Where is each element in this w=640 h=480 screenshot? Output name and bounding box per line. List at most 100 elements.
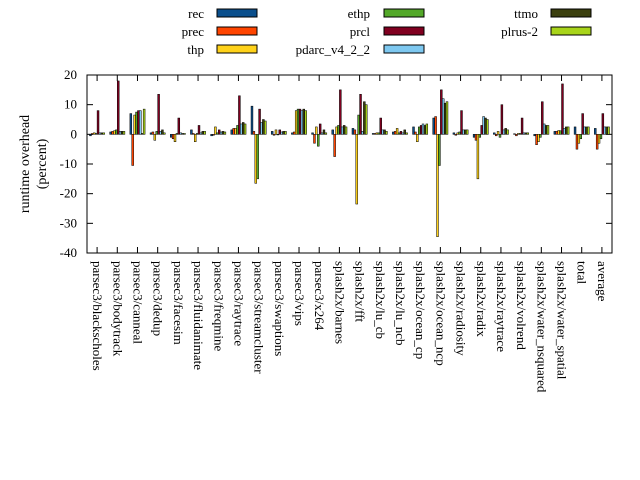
legend-swatch-ethp	[383, 8, 425, 18]
x-tick-label: parsec3/freqmine	[211, 261, 226, 351]
bar-ethp-parsec3/blackscholes	[94, 133, 98, 135]
bar-ttmo-splash2x/water_spatial	[565, 126, 568, 135]
bar-prec-parsec3/vips	[293, 131, 296, 135]
bar-rec-splash2x/ocean_cp	[412, 126, 415, 135]
bar-plrus-2-splash2x/raytrace	[506, 129, 509, 135]
x-tick-label: splash2x/ocean_cp	[413, 261, 428, 359]
bar-ttmo-parsec3/streamcluster	[262, 119, 265, 135]
bar-plrus-2-parsec3/freqmine	[223, 131, 227, 135]
legend-swatch-thp	[216, 44, 258, 54]
bar-pdarc_v4_2_2-splash2x/lu_cb	[381, 129, 384, 135]
bar-plrus-2-splash2x/barnes	[344, 126, 348, 135]
bar-pdarc_v4_2_2-parsec3/swaptions	[280, 131, 283, 135]
bar-rec-splash2x/ocean_ncp	[432, 117, 435, 135]
bar-rec-parsec3/blackscholes	[89, 134, 92, 137]
bar-plrus-2-splash2x/radix	[486, 119, 489, 135]
bar-thp-parsec3/facesim	[173, 134, 177, 142]
bar-prcl-parsec3/bodytrack	[117, 80, 120, 135]
bar-thp-parsec3/blackscholes	[93, 132, 96, 135]
bar-prcl-splash2x/raytrace	[500, 104, 504, 135]
bar-rec-parsec3/dedup	[149, 132, 153, 135]
bar-prcl-parsec3/facesim	[177, 117, 181, 135]
bar-plrus-2-splash2x/ocean_ncp	[445, 101, 449, 135]
legend-swatch-plrus-2	[550, 26, 592, 36]
x-tick-label: splash2x/fft	[353, 261, 368, 323]
bar-prec-parsec3/streamcluster	[252, 131, 256, 135]
bar-plrus-2-splash2x/water_nsquared	[546, 125, 550, 135]
bar-ethp-splash2x/fft	[357, 114, 360, 135]
legend-label-pdarc_v4_2_2: pdarc_v4_2_2	[296, 42, 370, 57]
bar-thp-parsec3/fluidanimate	[194, 134, 197, 142]
x-tick-label: splash2x/water_spatial	[555, 261, 570, 380]
bar-thp-parsec3/freqmine	[214, 126, 217, 135]
bar-ttmo-parsec3/canneal	[141, 133, 144, 135]
bar-prec-splash2x/radiosity	[454, 134, 458, 136]
bar-thp-splash2x/radiosity	[456, 132, 459, 135]
bar-ttmo-splash2x/ocean_ncp	[443, 102, 447, 135]
bar-prec-splash2x/ocean_ncp	[434, 116, 437, 135]
bar-plrus-2-splash2x/water_spatial	[566, 126, 570, 135]
bar-prcl-splash2x/ocean_cp	[419, 125, 423, 135]
bar-rec-splash2x/lu_ncb	[392, 131, 395, 135]
bar-prec-parsec3/swaptions	[272, 134, 276, 136]
bar-ethp-splash2x/volrend	[518, 133, 522, 135]
bar-pdarc_v4_2_2-splash2x/raytrace	[502, 129, 505, 135]
axes: -40 -30 -20 -10 0 10 20 parsec3/blackscholes par…	[60, 67, 613, 393]
bar-prcl-parsec3/streamcluster	[258, 108, 261, 135]
bar-ethp-parsec3/dedup	[155, 131, 158, 135]
bar-rec-splash2x/lu_cb	[371, 133, 375, 135]
legend-label-prec: prec	[182, 24, 205, 39]
bar-pdarc_v4_2_2-parsec3/blackscholes	[98, 132, 102, 135]
bar-prcl-parsec3/dedup	[157, 94, 160, 135]
bar-rec-splash2x/fft	[351, 128, 355, 135]
bar-pdarc_v4_2_2-average	[603, 126, 606, 135]
x-tick-label: parsec3/canneal	[130, 261, 145, 344]
bar-thp-splash2x/water_spatial	[557, 130, 560, 135]
bar-ttmo-splash2x/fft	[363, 101, 366, 135]
x-tick-label: parsec3/dedup	[151, 261, 166, 336]
bar-ethp-splash2x/lu_cb	[377, 132, 381, 135]
bar-ethp-parsec3/swaptions	[276, 134, 280, 136]
bar-ttmo-splash2x/barnes	[342, 125, 346, 135]
bar-prec-average	[595, 134, 599, 150]
bar-ttmo-splash2x/lu_ncb	[403, 129, 406, 135]
bar-ethp-parsec3/facesim	[175, 133, 179, 135]
bar-ethp-parsec3/x264	[317, 134, 320, 147]
bar-ttmo-parsec3/facesim	[181, 133, 184, 135]
bar-plrus-2-parsec3/vips	[304, 110, 307, 135]
bar-ethp-splash2x/ocean_ncp	[438, 134, 441, 166]
bar-rec-splash2x/radix	[472, 134, 476, 138]
bar-thp-splash2x/radix	[476, 134, 480, 180]
bar-ttmo-parsec3/swaptions	[282, 131, 285, 135]
x-tick-label: splash2x/volrend	[514, 261, 529, 350]
bar-rec-parsec3/freqmine	[210, 134, 213, 137]
bar-prcl-splash2x/radix	[480, 125, 483, 135]
bar-rec-total	[573, 126, 577, 135]
bar-plrus-2-splash2x/ocean_cp	[425, 123, 429, 135]
bar-plrus-2-parsec3/fluidanimate	[203, 131, 206, 135]
bar-ethp-splash2x/raytrace	[498, 134, 502, 138]
bar-rec-splash2x/barnes	[331, 129, 334, 135]
bar-prec-splash2x/water_spatial	[555, 131, 558, 135]
y-axis-label-unit: (percent)	[35, 138, 50, 189]
bar-rec-splash2x/raytrace	[493, 132, 496, 135]
bar-pdarc_v4_2_2-splash2x/ocean_ncp	[442, 98, 445, 135]
bar-plrus-2-splash2x/fft	[365, 104, 368, 135]
x-tick-label: parsec3/blackscholes	[90, 261, 105, 371]
bar-ttmo-total	[585, 126, 588, 135]
bar-ttmo-average	[605, 126, 608, 135]
bar-pdarc_v4_2_2-splash2x/volrend	[522, 132, 526, 135]
legend-label-prcl: prcl	[350, 24, 371, 39]
x-tick-label: splash2x/raytrace	[494, 261, 509, 352]
bar-ethp-parsec3/canneal	[135, 111, 138, 135]
x-tick-label: splash2x/lu_cb	[373, 261, 388, 339]
x-tick-label: splash2x/ocean_ncp	[433, 261, 448, 366]
bar-pdarc_v4_2_2-parsec3/facesim	[179, 132, 182, 135]
bar-prcl-average	[601, 113, 605, 135]
bar-thp-splash2x/barnes	[335, 126, 338, 135]
y-tick-label: -20	[60, 186, 77, 201]
bar-prcl-splash2x/volrend	[520, 117, 524, 135]
legend-label-thp: thp	[187, 42, 204, 57]
x-tick-label: splash2x/water_nsquared	[534, 261, 549, 393]
bar-thp-splash2x/water_nsquared	[537, 134, 540, 142]
